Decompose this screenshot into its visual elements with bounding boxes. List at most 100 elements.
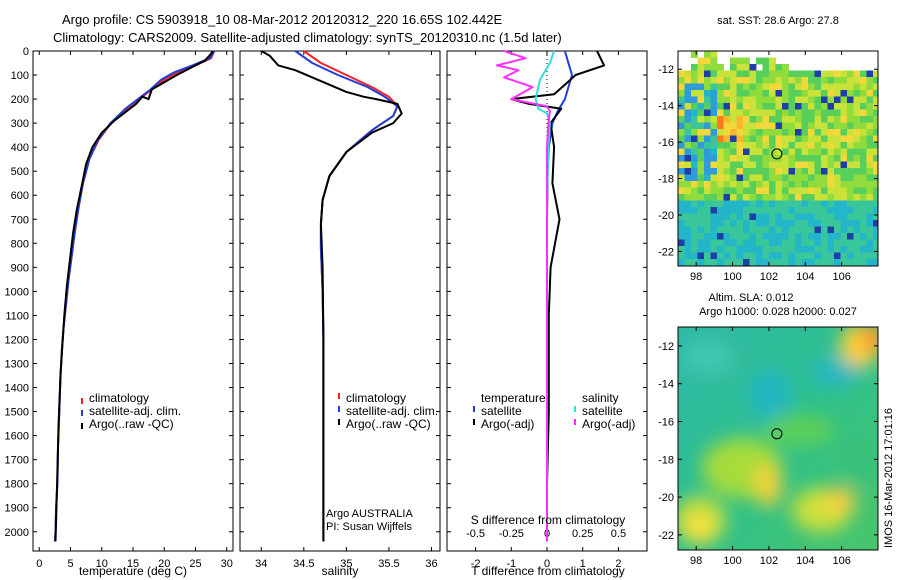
sst-cell — [749, 90, 757, 97]
sst-cell — [756, 246, 763, 253]
sst-cell — [723, 194, 731, 201]
sst-cell — [840, 246, 848, 253]
sst-cell — [801, 252, 809, 260]
sst-cell — [697, 161, 705, 169]
sst-cell — [873, 259, 878, 266]
sst-cell — [697, 148, 705, 156]
sst-cell — [710, 148, 718, 156]
sst-cell — [730, 129, 737, 136]
sst-map-frame — [677, 50, 879, 267]
sst-cell — [769, 109, 776, 117]
sst-cell — [704, 96, 711, 104]
sst-cell — [840, 116, 848, 123]
sst-cell — [684, 220, 692, 227]
sst-cell — [847, 246, 854, 253]
sst-cell — [866, 213, 874, 221]
salinity-panel: 34 34.5 35 35.5 36 climatology satellite-adj… — [239, 50, 441, 578]
sst-cell — [840, 226, 848, 234]
sst-cell — [801, 233, 809, 240]
sst-cell — [743, 181, 750, 188]
depth-tick-label: 1600 — [5, 431, 29, 443]
sst-cell — [762, 220, 770, 227]
sst-cell — [762, 64, 770, 71]
sst-cell — [840, 168, 848, 175]
sst-cell — [749, 187, 757, 195]
sst-cell — [795, 129, 802, 136]
sst-cell — [847, 168, 854, 175]
sst-cell — [840, 259, 848, 266]
temperature-x-label: temperature (deg C) — [79, 564, 187, 578]
sst-cell — [788, 148, 796, 156]
sst-cell — [704, 116, 711, 123]
sst-cell — [723, 174, 731, 182]
sst-cell — [814, 252, 822, 260]
sst-cell — [840, 200, 848, 208]
sst-cell — [717, 109, 724, 117]
sst-cell — [808, 181, 815, 188]
sst-cell — [749, 220, 757, 227]
sst-cell — [691, 252, 698, 260]
sst-cell — [814, 265, 822, 266]
sst-cell — [866, 207, 874, 214]
sst-cell — [860, 70, 867, 78]
sst-cell — [704, 148, 711, 156]
depth-tick-label: 1200 — [5, 334, 29, 346]
sst-cell — [853, 161, 861, 169]
sst-cell — [827, 233, 835, 240]
sst-cell — [847, 174, 854, 182]
sst-cell — [873, 226, 878, 234]
sst-cell — [697, 200, 705, 208]
sst-cell — [743, 116, 750, 123]
sst-cell — [678, 213, 685, 221]
sst-cell — [756, 168, 763, 175]
sst-cell — [873, 239, 878, 247]
x-tick-label-secondary: -0.5 — [466, 528, 485, 540]
sst-cell — [736, 116, 744, 123]
sst-cell — [795, 213, 802, 221]
sst-cell — [808, 252, 815, 260]
sst-cell — [853, 148, 861, 156]
sst-cell — [762, 90, 770, 97]
sst-cell — [775, 90, 783, 97]
sst-cell — [730, 148, 737, 156]
sst-cell — [756, 96, 763, 104]
sst-cell — [678, 174, 685, 182]
sst-cell — [821, 155, 828, 162]
sst-cell — [704, 200, 711, 208]
sst-cell — [749, 109, 757, 117]
sst-cell — [814, 200, 822, 208]
sst-cell — [749, 70, 757, 78]
sst-cell — [814, 90, 822, 97]
sst-cell — [756, 57, 763, 65]
sst-cell — [821, 207, 828, 214]
sst-cell — [788, 252, 796, 260]
sst-cell — [840, 155, 848, 162]
sst-cell — [782, 174, 789, 182]
sst-cell — [801, 187, 809, 195]
sst-cell — [775, 200, 783, 208]
sst-cell — [710, 174, 718, 182]
sst-cell — [808, 109, 815, 117]
sst-cell — [873, 142, 878, 149]
sst-cell — [795, 252, 802, 260]
sst-cell — [808, 103, 815, 110]
sst-cell — [795, 155, 802, 162]
sst-cell — [860, 174, 867, 182]
sst-cell — [808, 129, 815, 136]
sst-cell — [736, 122, 744, 130]
sst-cell — [736, 57, 744, 65]
sst-cell — [743, 77, 750, 84]
sst-cell — [762, 70, 770, 78]
sst-cell — [743, 233, 750, 240]
sst-cell — [736, 142, 744, 149]
sst-cell — [717, 161, 724, 169]
sst-cell — [710, 155, 718, 162]
sst-cell — [840, 194, 848, 201]
sst-cell — [710, 103, 718, 110]
sst-cell — [762, 135, 770, 143]
sst-cell — [704, 161, 711, 169]
sst-cell — [749, 122, 757, 130]
sst-cell — [827, 96, 835, 104]
depth-tick-label: 0 — [23, 46, 29, 58]
sst-cell — [769, 168, 776, 175]
